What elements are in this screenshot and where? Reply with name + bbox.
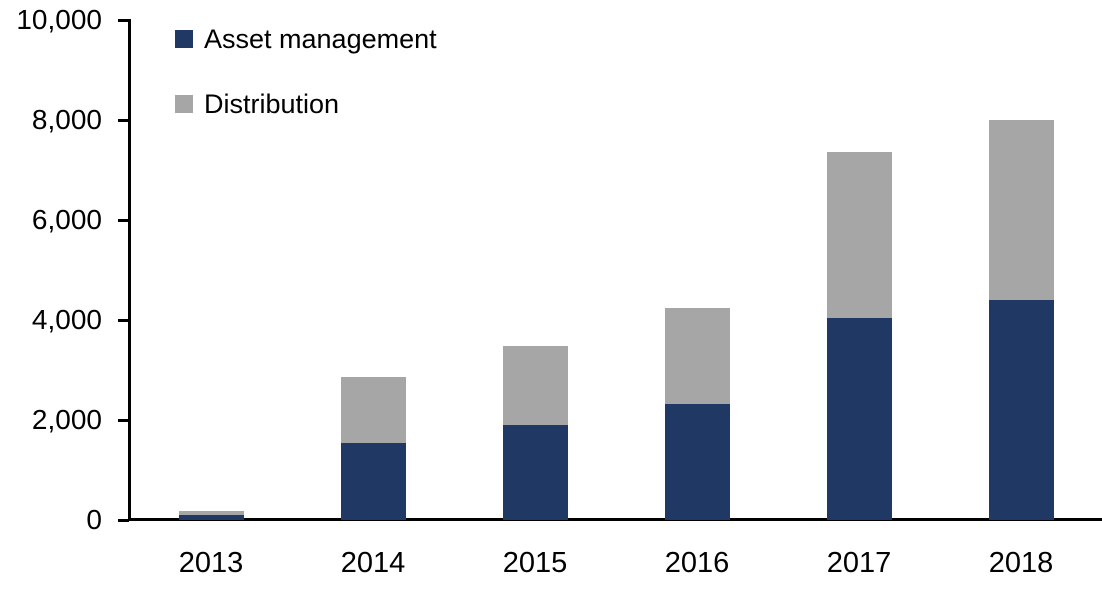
y-axis-label: 8,000: [31, 104, 102, 135]
y-axis-label: 10,000: [16, 4, 102, 35]
x-axis-label-2018: 2018: [988, 547, 1054, 579]
y-axis-label: 2,000: [31, 404, 102, 435]
bar-2013-distribution: [178, 510, 244, 515]
legend-swatch-asset-management: [175, 30, 193, 48]
bar-2017-distribution: [826, 151, 892, 318]
y-axis-label: 0: [86, 504, 102, 535]
y-axis-tick: [118, 118, 129, 122]
x-axis-label-2017: 2017: [826, 547, 892, 579]
legend-item-distribution: Distribution: [175, 88, 437, 119]
bar-2014-distribution: [340, 376, 406, 443]
bar-2015-distribution: [502, 346, 568, 425]
legend: Asset management Distribution: [175, 23, 437, 158]
y-axis-tick: [118, 318, 129, 322]
y-axis-tick: [118, 518, 129, 522]
x-axis-label-2014: 2014: [340, 547, 406, 579]
legend-label-asset-management: Asset management: [204, 23, 437, 54]
y-axis-tick: [118, 18, 129, 22]
y-axis-line: [128, 19, 131, 521]
bar-2014-asset-management: [340, 442, 406, 520]
plot-area: [130, 20, 1102, 520]
x-axis-line: [128, 518, 1102, 521]
y-axis-label: 6,000: [31, 204, 102, 235]
bar-2015-asset-management: [502, 425, 568, 520]
legend-swatch-distribution: [175, 95, 193, 113]
x-axis-label-2013: 2013: [178, 547, 244, 579]
x-axis-label-2015: 2015: [502, 547, 568, 579]
y-axis-tick: [118, 218, 129, 222]
bar-2018-asset-management: [988, 300, 1054, 520]
legend-item-asset-management: Asset management: [175, 23, 437, 54]
bar-2016-distribution: [664, 307, 730, 404]
bar-2016-asset-management: [664, 404, 730, 520]
y-axis-tick: [118, 418, 129, 422]
y-axis-label: 4,000: [31, 304, 102, 335]
bar-2017-asset-management: [826, 317, 892, 520]
legend-label-distribution: Distribution: [204, 88, 340, 119]
bar-2018-distribution: [988, 120, 1054, 300]
bar-2013-asset-management: [178, 515, 244, 520]
x-axis-label-2016: 2016: [664, 547, 730, 579]
